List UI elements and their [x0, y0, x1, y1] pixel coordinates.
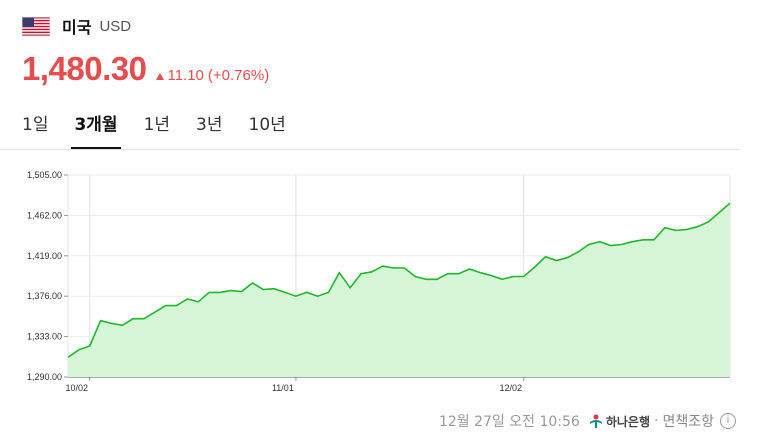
- data-point: [424, 277, 428, 281]
- y-tick-label: 1,376.00: [27, 291, 62, 301]
- country-name: 미국: [62, 18, 92, 37]
- data-point: [326, 290, 330, 294]
- data-point: [348, 286, 352, 290]
- currency-code: USD: [99, 17, 132, 35]
- tab-1y[interactable]: 1년: [143, 115, 171, 135]
- data-point: [609, 243, 613, 247]
- x-tick-label: 11/01: [272, 383, 294, 393]
- data-point: [706, 220, 710, 224]
- data-point: [457, 272, 461, 276]
- data-point: [381, 264, 385, 268]
- data-point: [294, 294, 298, 298]
- data-point: [283, 290, 287, 294]
- data-point: [630, 240, 634, 244]
- data-point: [489, 274, 493, 278]
- data-point: [587, 243, 591, 247]
- data-point: [576, 250, 580, 254]
- data-point: [478, 271, 482, 275]
- x-tick-label: 10/02: [65, 383, 88, 393]
- data-point: [663, 226, 667, 230]
- data-point: [142, 317, 146, 321]
- y-tick-label: 1,462.00: [27, 210, 62, 220]
- data-point: [316, 294, 320, 298]
- data-point: [131, 317, 135, 321]
- tab-10y[interactable]: 10년: [248, 115, 286, 135]
- currency-header: 미국 USD: [22, 14, 131, 38]
- data-point: [392, 266, 396, 270]
- data-point: [196, 300, 200, 304]
- data-point: [500, 277, 504, 281]
- data-point: [120, 323, 124, 327]
- change-percent: (+0.76%): [207, 67, 270, 84]
- price-row: 1,480.30 11.10 (+0.76%): [22, 50, 269, 88]
- data-point: [717, 211, 721, 215]
- data-point: [88, 344, 92, 348]
- data-point: [435, 277, 439, 281]
- hana-bank-logo-icon: [589, 414, 602, 428]
- timestamp: 12월 27일 오전 10:56: [438, 414, 580, 430]
- data-point: [370, 270, 374, 274]
- tab-3y[interactable]: 3년: [196, 115, 223, 135]
- data-point: [598, 240, 602, 244]
- data-point: [554, 258, 558, 262]
- data-point: [337, 271, 341, 275]
- data-point: [229, 289, 233, 293]
- y-tick-label: 1,505.00: [27, 170, 62, 180]
- data-point: [511, 274, 515, 278]
- bank-name: 하나은행: [605, 414, 651, 429]
- data-point: [544, 255, 548, 259]
- data-point: [685, 227, 689, 231]
- data-point: [565, 256, 569, 260]
- tab-1d[interactable]: 1일: [22, 115, 49, 135]
- up-triangle-icon: [156, 73, 165, 80]
- exchange-rate-chart: 1,505.00 1,462.00 1,419.00 1,376.00 1,333.00…: [27, 170, 732, 393]
- data-point: [164, 304, 168, 308]
- data-point: [261, 288, 265, 292]
- data-point: [153, 310, 157, 314]
- tab-3m[interactable]: 3개월: [71, 112, 121, 149]
- info-icon[interactable]: i: [720, 413, 736, 429]
- data-point: [240, 290, 244, 294]
- footer: 12월 27일 오전 10:56 하나은행 · 면책조항 i: [439, 411, 736, 431]
- disclaimer-link[interactable]: 면책조항: [662, 414, 714, 430]
- y-tick-label: 1,419.00: [27, 251, 62, 261]
- data-point: [674, 228, 678, 232]
- data-point: [99, 319, 103, 323]
- data-point: [446, 272, 450, 276]
- data-point: [218, 290, 222, 294]
- data-point: [359, 272, 363, 276]
- data-point: [652, 238, 656, 242]
- data-point: [619, 243, 623, 247]
- data-point: [109, 321, 113, 325]
- data-point: [77, 348, 81, 352]
- period-tabs: 1일 3개월 1년 3년 10년: [22, 112, 312, 149]
- data-point: [468, 267, 472, 271]
- data-point: [728, 201, 732, 205]
- y-tick-label: 1,290.00: [27, 372, 62, 382]
- data-point: [272, 287, 276, 291]
- price-change: 11.10 (+0.76%): [156, 67, 269, 84]
- data-point: [533, 265, 537, 269]
- data-point: [66, 355, 70, 359]
- data-point: [695, 225, 699, 229]
- data-point: [305, 290, 309, 294]
- divider: [0, 149, 740, 150]
- separator-dot: ·: [654, 413, 659, 429]
- data-point: [402, 266, 406, 270]
- data-point: [175, 304, 179, 308]
- chart-area-fill: [68, 203, 730, 377]
- data-point: [185, 297, 189, 301]
- data-point: [207, 290, 211, 294]
- data-point: [413, 274, 417, 278]
- data-point: [250, 281, 254, 285]
- chart-line: [67, 202, 731, 358]
- us-flag-icon: [22, 16, 50, 36]
- change-amount: 11.10: [167, 67, 204, 84]
- bank-source: 하나은행: [588, 413, 650, 430]
- x-tick-label: 12/02: [500, 383, 523, 393]
- y-tick-label: 1,333.00: [27, 332, 62, 342]
- data-point: [522, 274, 526, 278]
- current-price: 1,480.30: [22, 50, 147, 87]
- data-point: [641, 238, 645, 242]
